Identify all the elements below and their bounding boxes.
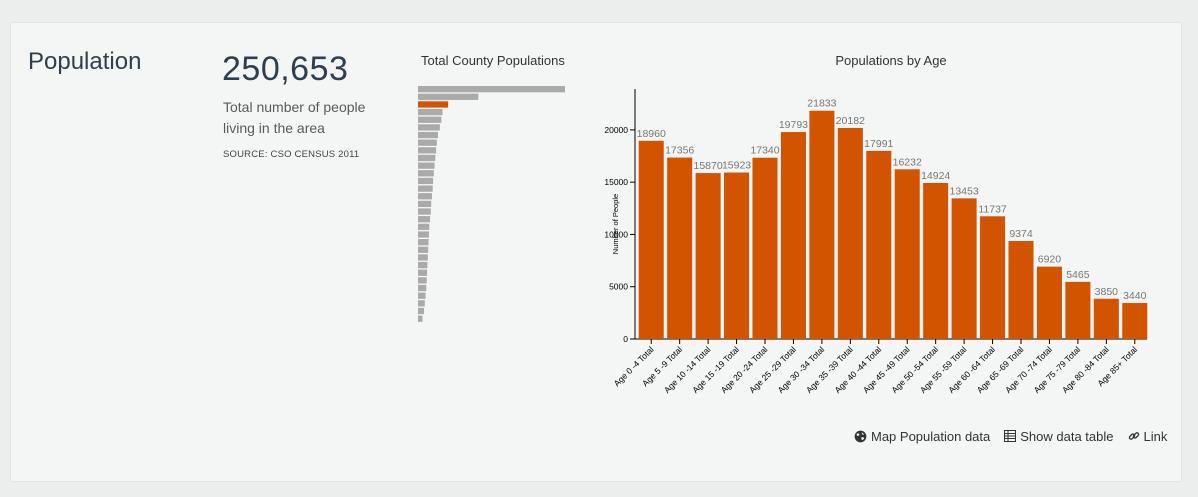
y-tick-label: 5000 xyxy=(609,282,628,292)
age-bar[interactable] xyxy=(752,157,778,339)
bar-value-label: 14924 xyxy=(921,170,950,182)
county-bar[interactable] xyxy=(418,292,426,299)
county-bar[interactable] xyxy=(418,261,428,269)
total-description: Total number of people living in the are… xyxy=(223,99,366,136)
y-axis-label: Number of People xyxy=(611,194,620,254)
bar-value-label: 3440 xyxy=(1123,290,1147,302)
y-tick-label: 15000 xyxy=(604,177,628,187)
bar-value-label: 17356 xyxy=(665,145,694,157)
show-data-table-label: Show data table xyxy=(1020,428,1114,444)
county-bar[interactable] xyxy=(418,93,479,100)
total-population: 250,653 xyxy=(222,50,349,88)
permalink-link[interactable]: Link xyxy=(1128,427,1168,445)
age-bar[interactable] xyxy=(695,173,721,339)
table-icon xyxy=(1004,430,1017,442)
y-tick-label: 0 xyxy=(623,334,628,344)
bar-value-label: 17340 xyxy=(750,145,779,157)
bar-value-label: 13453 xyxy=(950,185,979,197)
permalink-label: Link xyxy=(1143,428,1168,444)
age-chart-title: Populations by Age xyxy=(835,53,946,68)
county-bar[interactable] xyxy=(418,177,434,185)
county-bar[interactable] xyxy=(418,200,432,208)
bar-value-label: 6920 xyxy=(1038,254,1062,266)
bar-value-label: 3850 xyxy=(1095,286,1119,298)
age-populations-chart: Populations by Age 0 5000 10000 15000 20000 Nu… xyxy=(604,53,1148,395)
county-bar[interactable] xyxy=(418,315,423,322)
county-bar[interactable] xyxy=(418,162,435,169)
county-bar[interactable] xyxy=(418,208,431,215)
bar-value-label: 17991 xyxy=(864,138,893,150)
county-chart-title: Total County Populations xyxy=(421,53,565,68)
county-bar[interactable] xyxy=(418,154,436,162)
county-bar[interactable] xyxy=(418,193,432,200)
bar-value-label: 5465 xyxy=(1066,269,1090,281)
age-bar[interactable] xyxy=(980,216,1006,339)
bar-value-label: 19793 xyxy=(779,119,808,131)
county-bar[interactable] xyxy=(418,101,449,108)
age-bar[interactable] xyxy=(638,140,664,339)
county-populations-chart xyxy=(418,86,565,322)
age-bar[interactable] xyxy=(837,128,863,339)
county-bar[interactable] xyxy=(418,170,434,177)
age-bar[interactable] xyxy=(1093,298,1119,339)
county-bar[interactable] xyxy=(418,246,429,253)
county-bar[interactable] xyxy=(418,284,427,292)
map-population-label: Map Population data xyxy=(871,428,991,444)
y-tick-label: 10000 xyxy=(604,229,628,239)
bar-value-label: 20182 xyxy=(836,115,865,127)
bar-value-label: 18960 xyxy=(637,128,666,140)
county-bar[interactable] xyxy=(418,300,425,307)
county-bar[interactable] xyxy=(418,147,437,154)
bar-value-label: 16232 xyxy=(893,156,922,168)
county-bar[interactable] xyxy=(418,124,440,131)
county-bar[interactable] xyxy=(418,307,425,315)
county-bar[interactable] xyxy=(418,108,443,116)
county-bar[interactable] xyxy=(418,239,429,246)
chart-actions: Map Population data Show data table Link xyxy=(854,427,1167,445)
county-bar[interactable] xyxy=(418,185,433,192)
map-population-link[interactable]: Map Population data xyxy=(854,427,990,445)
county-bar[interactable] xyxy=(418,131,438,139)
county-bar[interactable] xyxy=(418,216,431,223)
age-bar[interactable] xyxy=(1065,281,1091,339)
county-bar[interactable] xyxy=(418,116,442,123)
age-bar[interactable] xyxy=(923,182,949,339)
county-bar[interactable] xyxy=(418,223,430,230)
county-bar[interactable] xyxy=(418,277,427,284)
age-bar[interactable] xyxy=(780,132,806,339)
age-bar[interactable] xyxy=(894,169,920,339)
bar-value-label: 11737 xyxy=(978,203,1007,215)
section-title: Population xyxy=(28,48,142,75)
bar-value-label: 15870 xyxy=(694,160,723,172)
age-bar[interactable] xyxy=(809,110,835,339)
bar-value-label: 9374 xyxy=(1009,228,1033,240)
county-bar[interactable] xyxy=(418,86,565,93)
show-data-table-link[interactable]: Show data table xyxy=(1004,427,1114,445)
link-icon xyxy=(1128,432,1139,440)
age-bar[interactable] xyxy=(866,150,892,339)
county-bar[interactable] xyxy=(418,231,429,238)
age-bar[interactable] xyxy=(724,172,750,339)
globe-icon xyxy=(854,430,867,442)
age-bar[interactable] xyxy=(951,198,977,339)
bar-value-label: 21833 xyxy=(807,98,836,110)
bar-value-label: 15923 xyxy=(722,160,751,172)
age-bar[interactable] xyxy=(1008,240,1034,339)
county-bar[interactable] xyxy=(418,269,428,276)
age-bar[interactable] xyxy=(1122,303,1148,339)
source-note: SOURCE: CSO CENSUS 2011 xyxy=(223,149,360,160)
age-bar[interactable] xyxy=(1036,266,1062,339)
age-bar[interactable] xyxy=(667,157,693,339)
county-bar[interactable] xyxy=(418,254,428,261)
county-bar[interactable] xyxy=(418,139,437,146)
y-tick-label: 20000 xyxy=(604,125,628,135)
